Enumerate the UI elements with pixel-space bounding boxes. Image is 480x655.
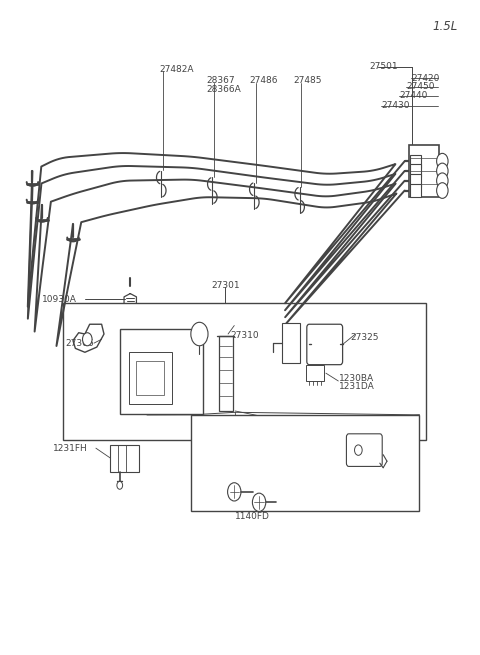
Bar (410, 174, 421, 187)
Circle shape (437, 183, 448, 198)
Circle shape (117, 481, 122, 489)
Text: 27301: 27301 (211, 280, 240, 290)
Text: 27325: 27325 (351, 333, 379, 342)
Text: 27501: 27501 (370, 62, 398, 71)
Circle shape (355, 445, 362, 455)
Text: 10930A: 10930A (42, 295, 77, 304)
Text: 1.5L: 1.5L (432, 20, 458, 33)
Text: 27440: 27440 (399, 92, 427, 100)
Bar (306, 365, 324, 381)
Bar (410, 164, 421, 178)
Bar (136, 362, 164, 396)
Bar (410, 184, 421, 197)
Bar (110, 445, 139, 472)
Circle shape (228, 483, 241, 501)
FancyBboxPatch shape (307, 324, 343, 365)
Text: 27365E: 27365E (174, 331, 208, 340)
Text: 27420: 27420 (412, 74, 440, 83)
Bar (63, 303, 426, 440)
Bar (410, 155, 421, 168)
Circle shape (437, 163, 448, 179)
Bar (129, 352, 172, 404)
Text: 1231FH: 1231FH (53, 443, 88, 453)
Circle shape (191, 322, 208, 346)
Circle shape (83, 333, 92, 346)
Bar (218, 336, 233, 411)
Text: 91591: 91591 (356, 447, 384, 456)
Text: 1140FD: 1140FD (235, 512, 270, 521)
Text: 1735AA: 1735AA (222, 500, 257, 510)
Text: 28367: 28367 (206, 77, 235, 85)
Text: 27310: 27310 (230, 331, 259, 340)
Text: 27485: 27485 (293, 77, 322, 85)
FancyBboxPatch shape (347, 434, 382, 466)
Circle shape (437, 153, 448, 169)
Circle shape (437, 173, 448, 189)
Text: 27482A: 27482A (159, 66, 193, 75)
Circle shape (252, 493, 266, 512)
Text: 27366: 27366 (65, 339, 94, 348)
Text: 27486: 27486 (250, 77, 278, 85)
Bar (120, 329, 203, 414)
Text: 28366A: 28366A (206, 85, 241, 94)
Text: 27430: 27430 (381, 102, 410, 110)
Text: 1230BA: 1230BA (339, 374, 374, 383)
Bar (409, 145, 439, 197)
Bar (282, 323, 300, 364)
Text: 1231DA: 1231DA (339, 382, 375, 390)
Text: 27450: 27450 (406, 83, 434, 91)
Bar (192, 415, 420, 512)
